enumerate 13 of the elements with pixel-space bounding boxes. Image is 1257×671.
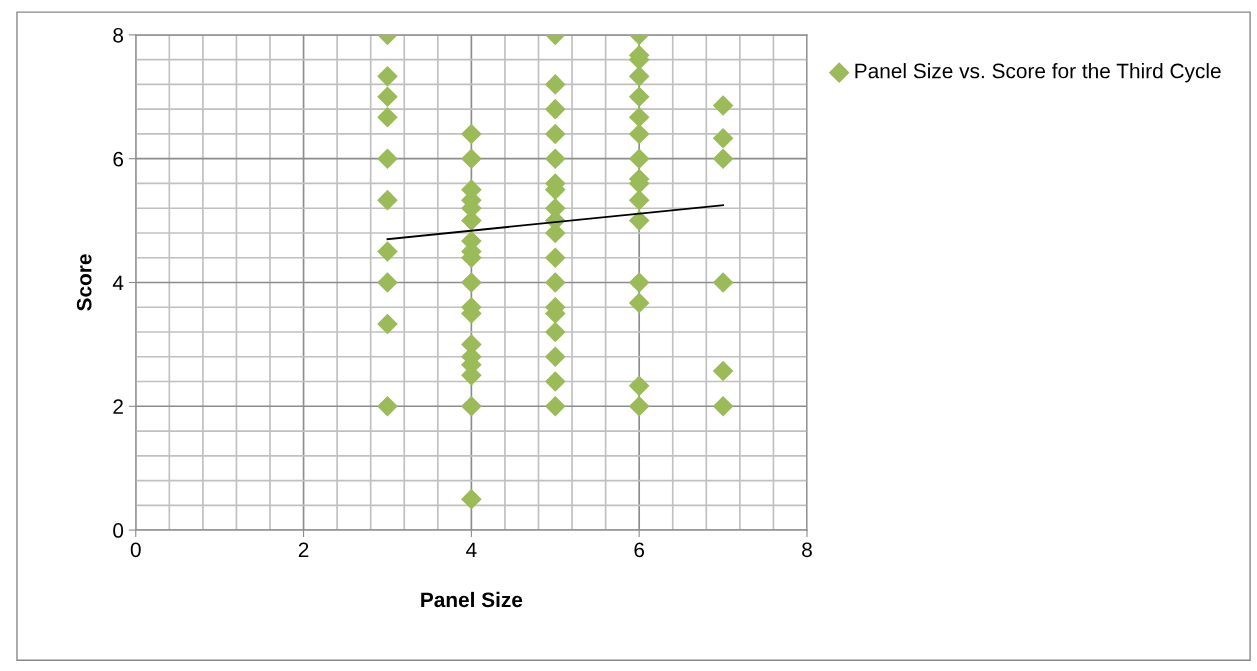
x-tick-label: 2 [298,542,309,557]
y-tick-label: 2 [113,399,123,414]
x-tick-label: 6 [634,542,645,558]
y-tick-label: 4 [112,275,124,291]
x-tick-label: 8 [802,542,812,558]
y-axis-title: Score [76,254,92,311]
x-tick-label: 0 [130,542,141,558]
x-tick-label: 4 [466,542,477,557]
y-tick-label: 0 [113,523,124,538]
y-tick-label: 6 [113,151,124,167]
y-tick-label: 8 [113,27,124,43]
x-axis-title: Panel Size [421,591,523,608]
legend-label: Panel Size vs. Score for the Third Cycle [855,63,1221,83]
